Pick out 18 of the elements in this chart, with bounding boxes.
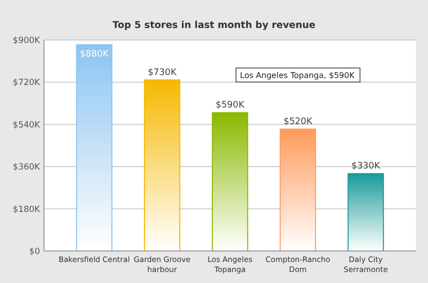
- bar: [280, 128, 316, 252]
- data-label: $730K: [148, 68, 178, 78]
- y-tick-label: $180K: [12, 204, 40, 215]
- bar: [212, 112, 248, 252]
- data-label: $590K: [216, 100, 246, 111]
- annotation: Los Angeles Topanga, $590K: [240, 71, 356, 80]
- data-label: $520K: [283, 117, 314, 128]
- data-label: $330K: [351, 162, 382, 172]
- y-tick-label: $720K: [12, 78, 40, 88]
- chart-subtitle: Top 5 stores in last month by revenue: [112, 20, 316, 31]
- y-tick-label: $0: [29, 247, 40, 257]
- y-tick-label: $900K: [12, 36, 40, 46]
- bar: [144, 79, 180, 252]
- y-tick-label: $540K: [12, 120, 40, 130]
- data-label: $880K: [80, 50, 110, 60]
- bar: [76, 44, 112, 252]
- y-tick-label: $360K: [12, 162, 40, 173]
- bar: [348, 173, 384, 252]
